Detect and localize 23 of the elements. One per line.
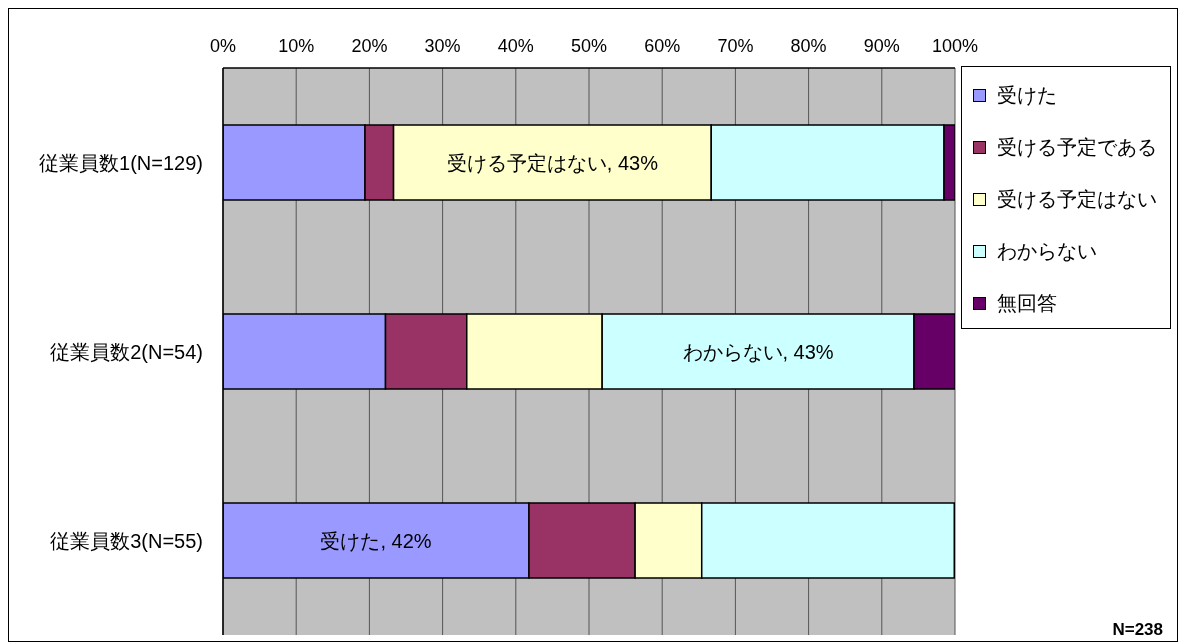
x-tick-label: 90% [863,36,900,56]
legend-label: わからない [997,238,1097,264]
legend-label: 受ける予定はない [997,186,1157,212]
y-tick-label: 従業員数1(N=129) [39,151,203,174]
x-tick-label: 70% [717,36,754,56]
y-tick-label: 従業員数2(N=54) [50,340,203,363]
x-tick-label: 0% [209,36,237,56]
x-tick-label: 50% [570,36,608,56]
x-tick-label: 30% [424,36,461,56]
data-label: わからない, 43% [682,340,834,363]
text: N=238 [1112,620,1163,639]
x-tick-label: 100% [931,36,979,56]
legend-label: 受ける予定である [997,134,1157,160]
legend-label: 受けた [997,82,1057,108]
legend-label: 無回答 [997,290,1057,316]
x-tick-label: 10% [278,36,315,56]
x-tick-label: 20% [351,36,388,56]
x-tick-label: 80% [790,36,827,56]
data-label: 受ける予定はない, 43% [446,151,659,174]
x-tick-label: 60% [644,36,681,56]
y-tick-label: 従業員数3(N=55) [50,529,203,552]
data-label: 受けた, 42% [320,529,432,552]
x-tick-label: 40% [497,36,534,56]
